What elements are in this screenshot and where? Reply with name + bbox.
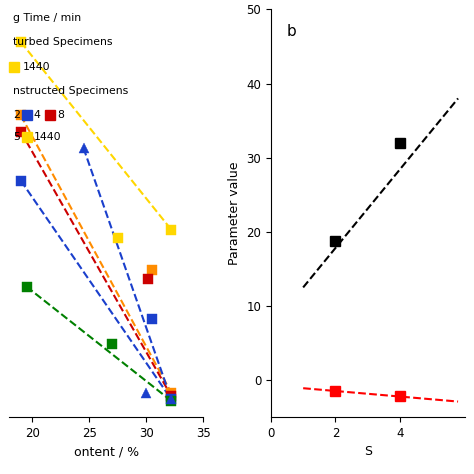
Text: 1440: 1440 <box>23 62 51 72</box>
Text: 5: 5 <box>13 132 20 142</box>
X-axis label: S: S <box>364 446 372 458</box>
Text: 8: 8 <box>57 110 64 120</box>
Text: b: b <box>287 24 297 39</box>
Text: 1440: 1440 <box>33 132 61 142</box>
X-axis label: ontent / %: ontent / % <box>74 446 139 458</box>
Y-axis label: Parameter value: Parameter value <box>228 162 241 265</box>
Text: nstructed Specimens: nstructed Specimens <box>13 86 128 96</box>
Text: turbed Specimens: turbed Specimens <box>13 37 112 47</box>
Text: 4: 4 <box>33 110 40 120</box>
Text: g Time / min: g Time / min <box>13 13 81 23</box>
Text: 2: 2 <box>13 110 20 120</box>
